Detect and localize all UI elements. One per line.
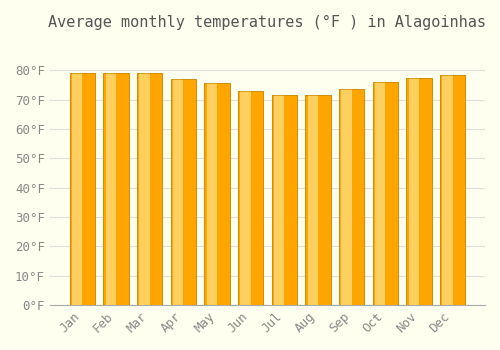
Bar bbox=[70, 73, 95, 305]
Bar bbox=[204, 83, 230, 305]
Bar bbox=[70, 73, 95, 305]
Bar bbox=[140, 73, 149, 305]
Bar bbox=[204, 83, 230, 305]
Bar bbox=[137, 73, 162, 305]
Bar bbox=[207, 83, 217, 305]
Bar bbox=[173, 79, 184, 305]
Bar bbox=[440, 75, 465, 305]
Bar bbox=[375, 82, 386, 305]
Bar bbox=[272, 95, 297, 305]
Bar bbox=[106, 73, 116, 305]
Bar bbox=[72, 73, 83, 305]
Bar bbox=[372, 82, 398, 305]
Bar bbox=[137, 73, 162, 305]
Bar bbox=[240, 91, 250, 305]
Bar bbox=[440, 75, 465, 305]
Bar bbox=[308, 95, 318, 305]
Bar bbox=[238, 91, 263, 305]
Bar bbox=[274, 95, 284, 305]
Bar bbox=[409, 78, 419, 305]
Bar bbox=[238, 91, 263, 305]
Bar bbox=[339, 89, 364, 305]
Bar bbox=[104, 73, 128, 305]
Bar bbox=[306, 95, 330, 305]
Title: Average monthly temperatures (°F ) in Alagoinhas: Average monthly temperatures (°F ) in Al… bbox=[48, 15, 486, 30]
Bar bbox=[339, 89, 364, 305]
Bar bbox=[372, 82, 398, 305]
Bar bbox=[306, 95, 330, 305]
Bar bbox=[442, 75, 452, 305]
Bar bbox=[170, 79, 196, 305]
Bar bbox=[406, 78, 432, 305]
Bar bbox=[170, 79, 196, 305]
Bar bbox=[342, 89, 351, 305]
Bar bbox=[272, 95, 297, 305]
Bar bbox=[406, 78, 432, 305]
Bar bbox=[104, 73, 128, 305]
